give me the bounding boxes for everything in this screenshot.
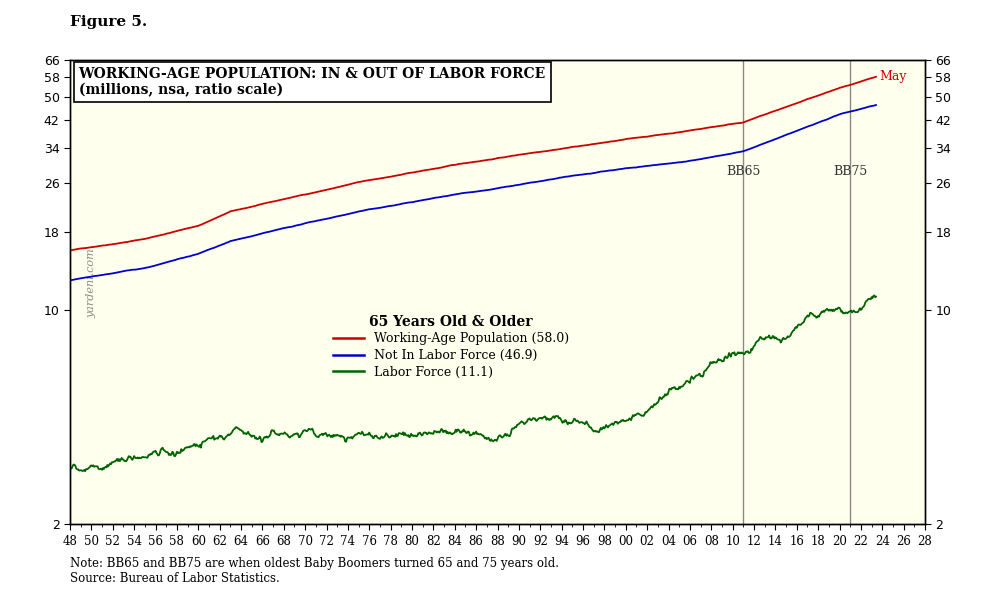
Text: May: May [879, 70, 907, 83]
Legend: Working-Age Population (58.0), Not In Labor Force (46.9), Labor Force (11.1): Working-Age Population (58.0), Not In La… [333, 315, 569, 379]
Text: yardeni.com: yardeni.com [86, 248, 96, 318]
Text: Note: BB65 and BB75 are when oldest Baby Boomers turned 65 and 75 years old.
Sou: Note: BB65 and BB75 are when oldest Baby… [70, 557, 559, 585]
Text: WORKING-AGE POPULATION: IN & OUT OF LABOR FORCE
(millions, nsa, ratio scale): WORKING-AGE POPULATION: IN & OUT OF LABO… [79, 67, 546, 97]
Text: Figure 5.: Figure 5. [70, 15, 147, 29]
Text: BB65: BB65 [726, 166, 761, 178]
Text: BB75: BB75 [833, 166, 867, 178]
